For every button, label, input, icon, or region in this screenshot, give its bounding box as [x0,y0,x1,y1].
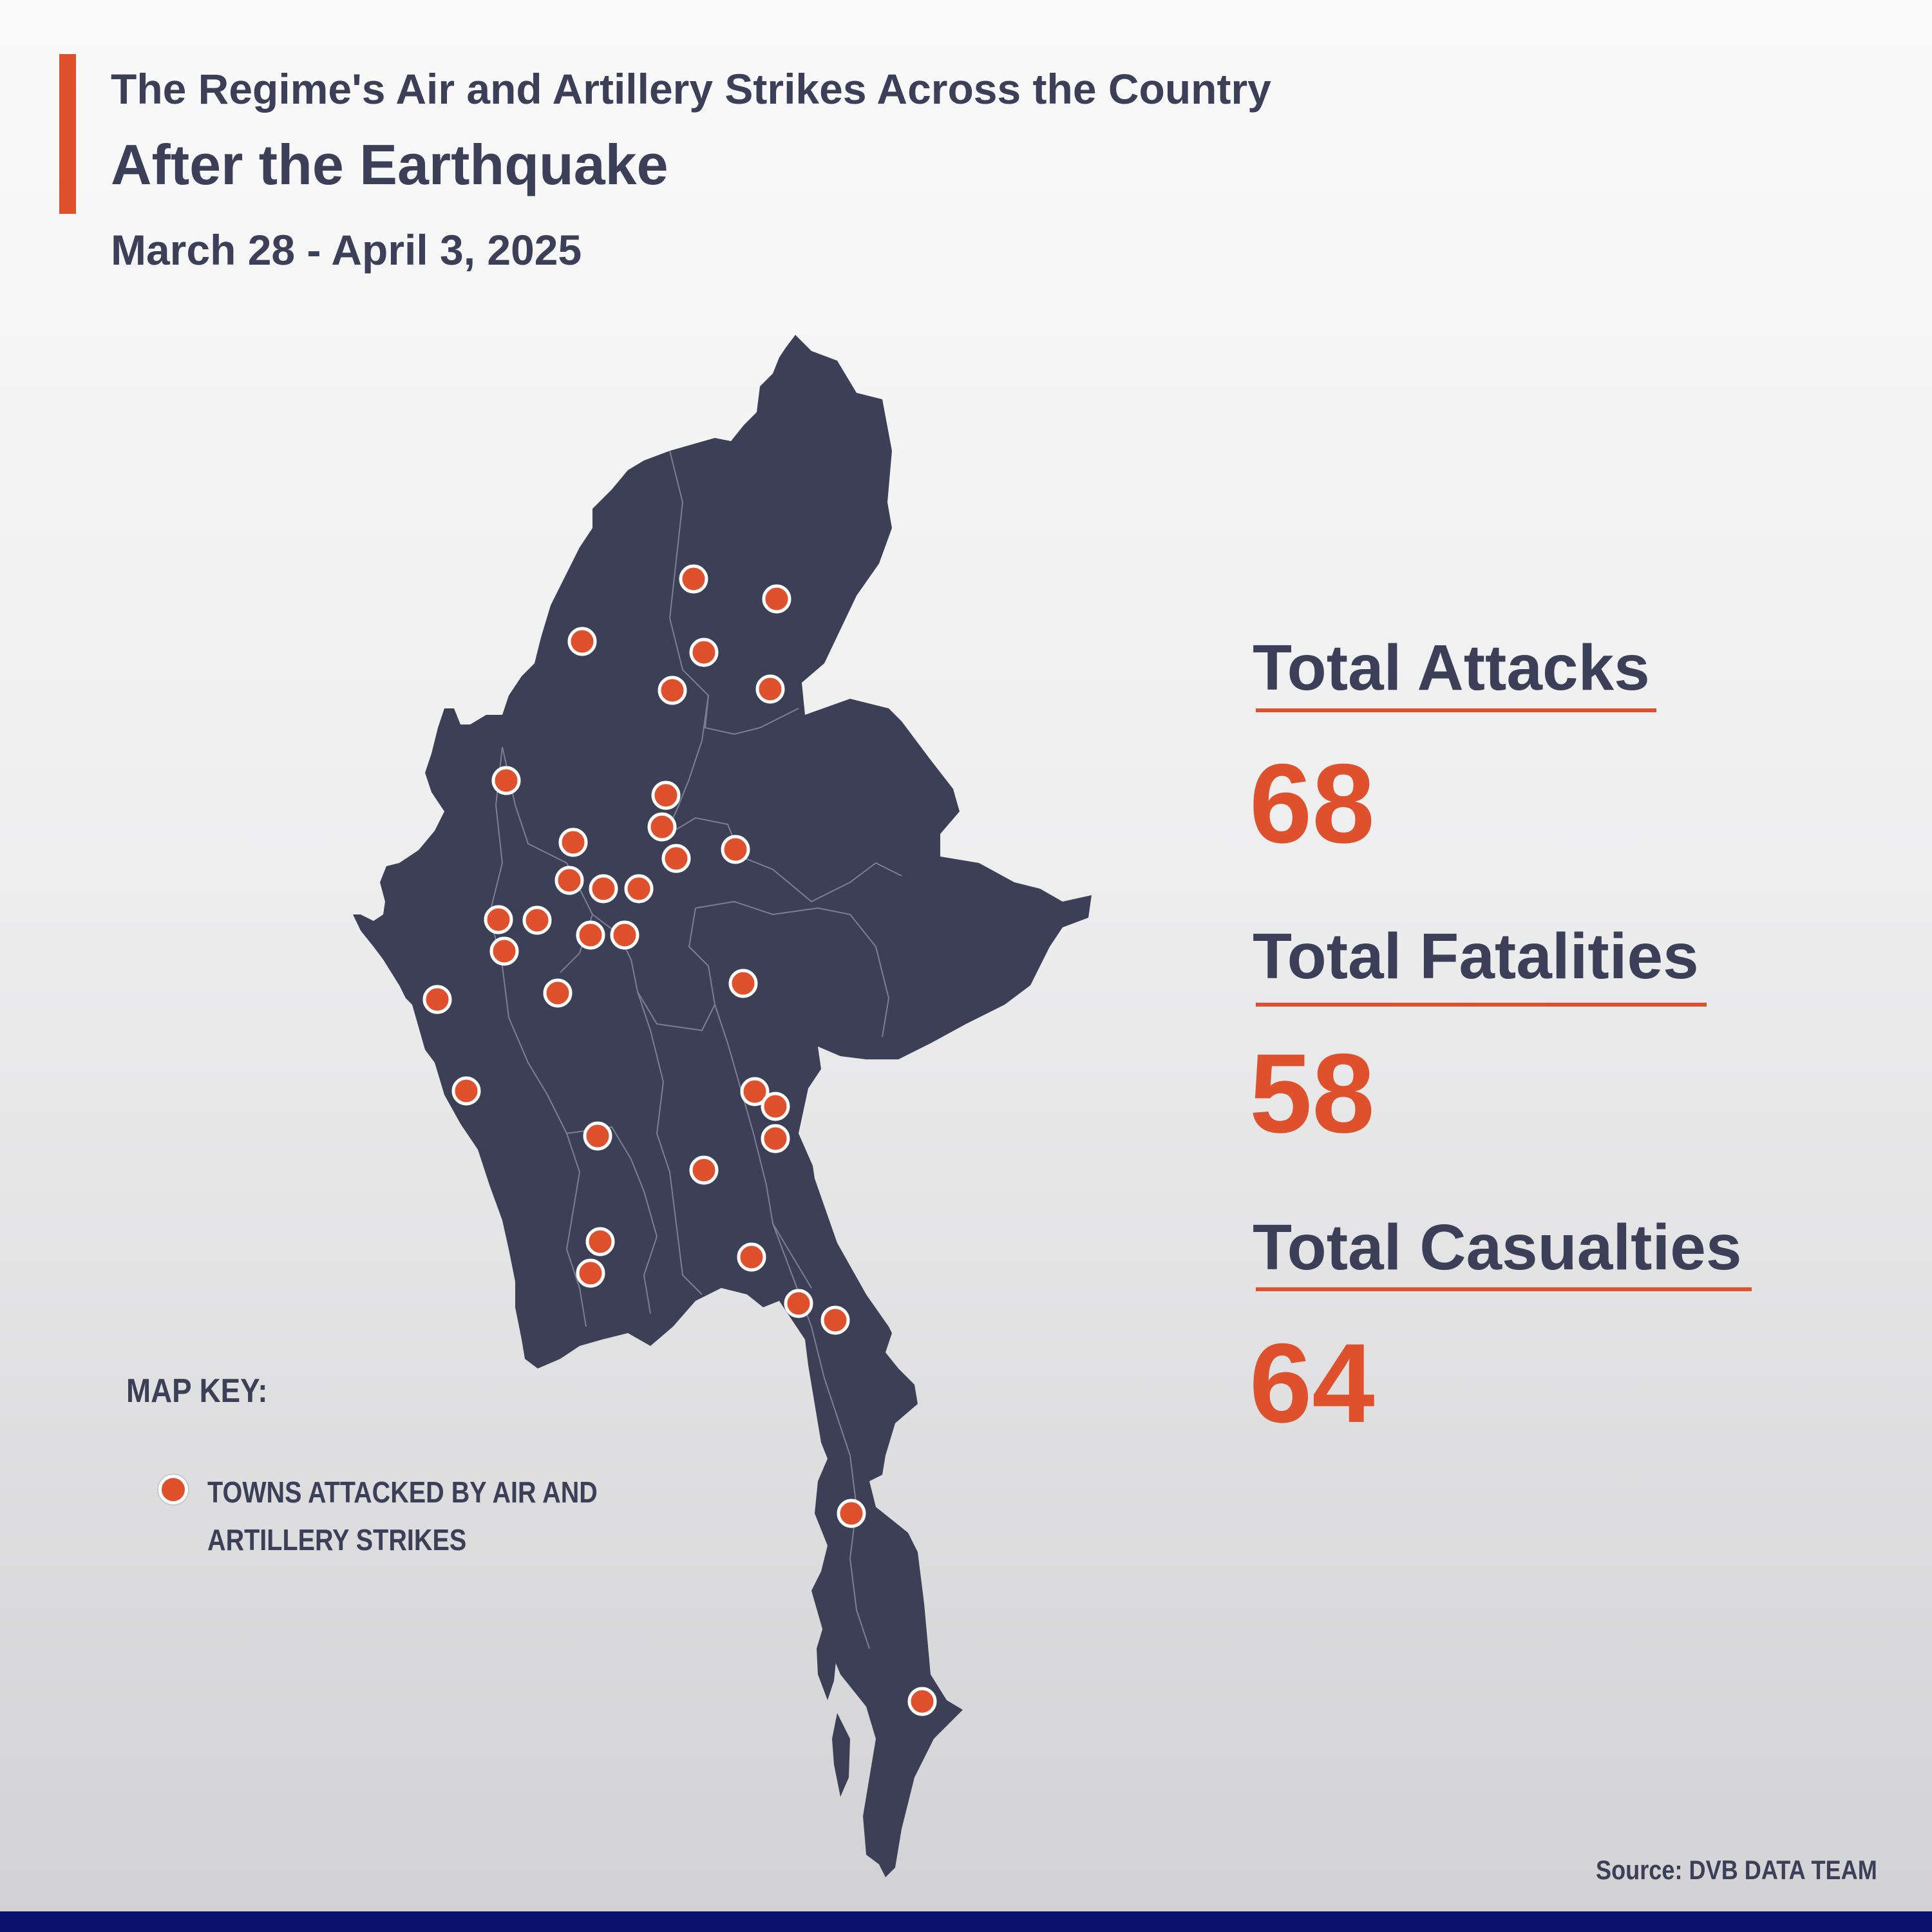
tanintharyi-boundary [849,1455,870,1649]
strike-marker [585,1227,615,1256]
strike-marker [491,766,521,795]
bago-boundary [637,991,703,1295]
strike-marker [658,676,687,705]
strike-marker [737,1242,766,1272]
source-credit: Source: DVB DATA TEAM [1596,1855,1877,1885]
strike-marker [624,874,654,904]
strike-marker [762,584,791,614]
strike-marker [583,1121,612,1151]
stat-value-attacks: 68 [1249,741,1375,867]
southern-islands [817,1623,850,1797]
strike-marker [907,1687,937,1716]
page-title: The Regime's Air and Artillery Strikes A… [111,65,1271,113]
title-accent-bar [59,54,76,214]
strike-marker [679,564,708,594]
map-key-title: MAP KEY: [126,1372,268,1410]
strike-marker [554,866,584,895]
strike-marker [589,874,618,904]
strike-marker [755,674,785,704]
map-key-label: TOWNS ATTACKED BY AIR AND ARTILLERY STRI… [207,1475,598,1557]
strike-marker [761,1124,790,1153]
strike-marker [689,638,719,667]
stat-rule-fatalities [1256,1003,1707,1007]
page-headline: After the Earthquake [111,133,668,196]
kayin-boundary [714,1004,812,1289]
stat-label-casualties: Total Casualties [1253,1211,1742,1283]
strike-marker [721,835,750,864]
country-shape [353,335,1092,1877]
strike-marker [820,1305,850,1335]
ayeyarwady-boundary [566,1126,658,1314]
shan-boundary [663,817,902,903]
stat-value-fatalities: 58 [1249,1031,1375,1157]
strike-marker [661,844,691,873]
strike-marker [610,920,639,950]
strike-marker [728,969,758,998]
region-boundaries [488,450,902,1649]
stat-label-fatalities: Total Fatalities [1253,920,1699,992]
strike-marker [576,1258,605,1288]
strike-marker [837,1499,866,1528]
mon-boundary [772,1223,851,1456]
stat-label-attacks: Total Attacks [1253,632,1650,704]
shan-inner-boundary [695,900,890,1037]
stat-rule-attacks [1256,708,1656,712]
footer-bar [0,1911,1932,1932]
strike-marker [558,828,588,857]
kachin-boundary [668,450,799,735]
strike-marker [451,1076,481,1106]
date-range: March 28 - April 3, 2025 [111,226,582,274]
strike-marker [784,1289,813,1318]
stat-value-casualties: 64 [1249,1321,1375,1446]
sagaing-magway-boundary [502,746,594,973]
strike-marker [484,905,513,934]
strike-marker [489,936,519,966]
strike-marker [543,978,573,1008]
strike-marker [761,1092,790,1121]
strike-marker [567,627,597,656]
strike-marker [689,1155,719,1185]
strike-markers [422,564,937,1716]
strike-marker-icon [158,1475,188,1504]
strike-marker [651,781,681,810]
strike-marker [647,812,677,842]
stat-rule-casualties [1256,1287,1752,1291]
strike-marker [422,985,452,1014]
strike-marker [522,905,552,935]
country-outline [353,335,1092,1877]
strike-marker [740,1077,770,1106]
strike-marker [576,920,605,950]
